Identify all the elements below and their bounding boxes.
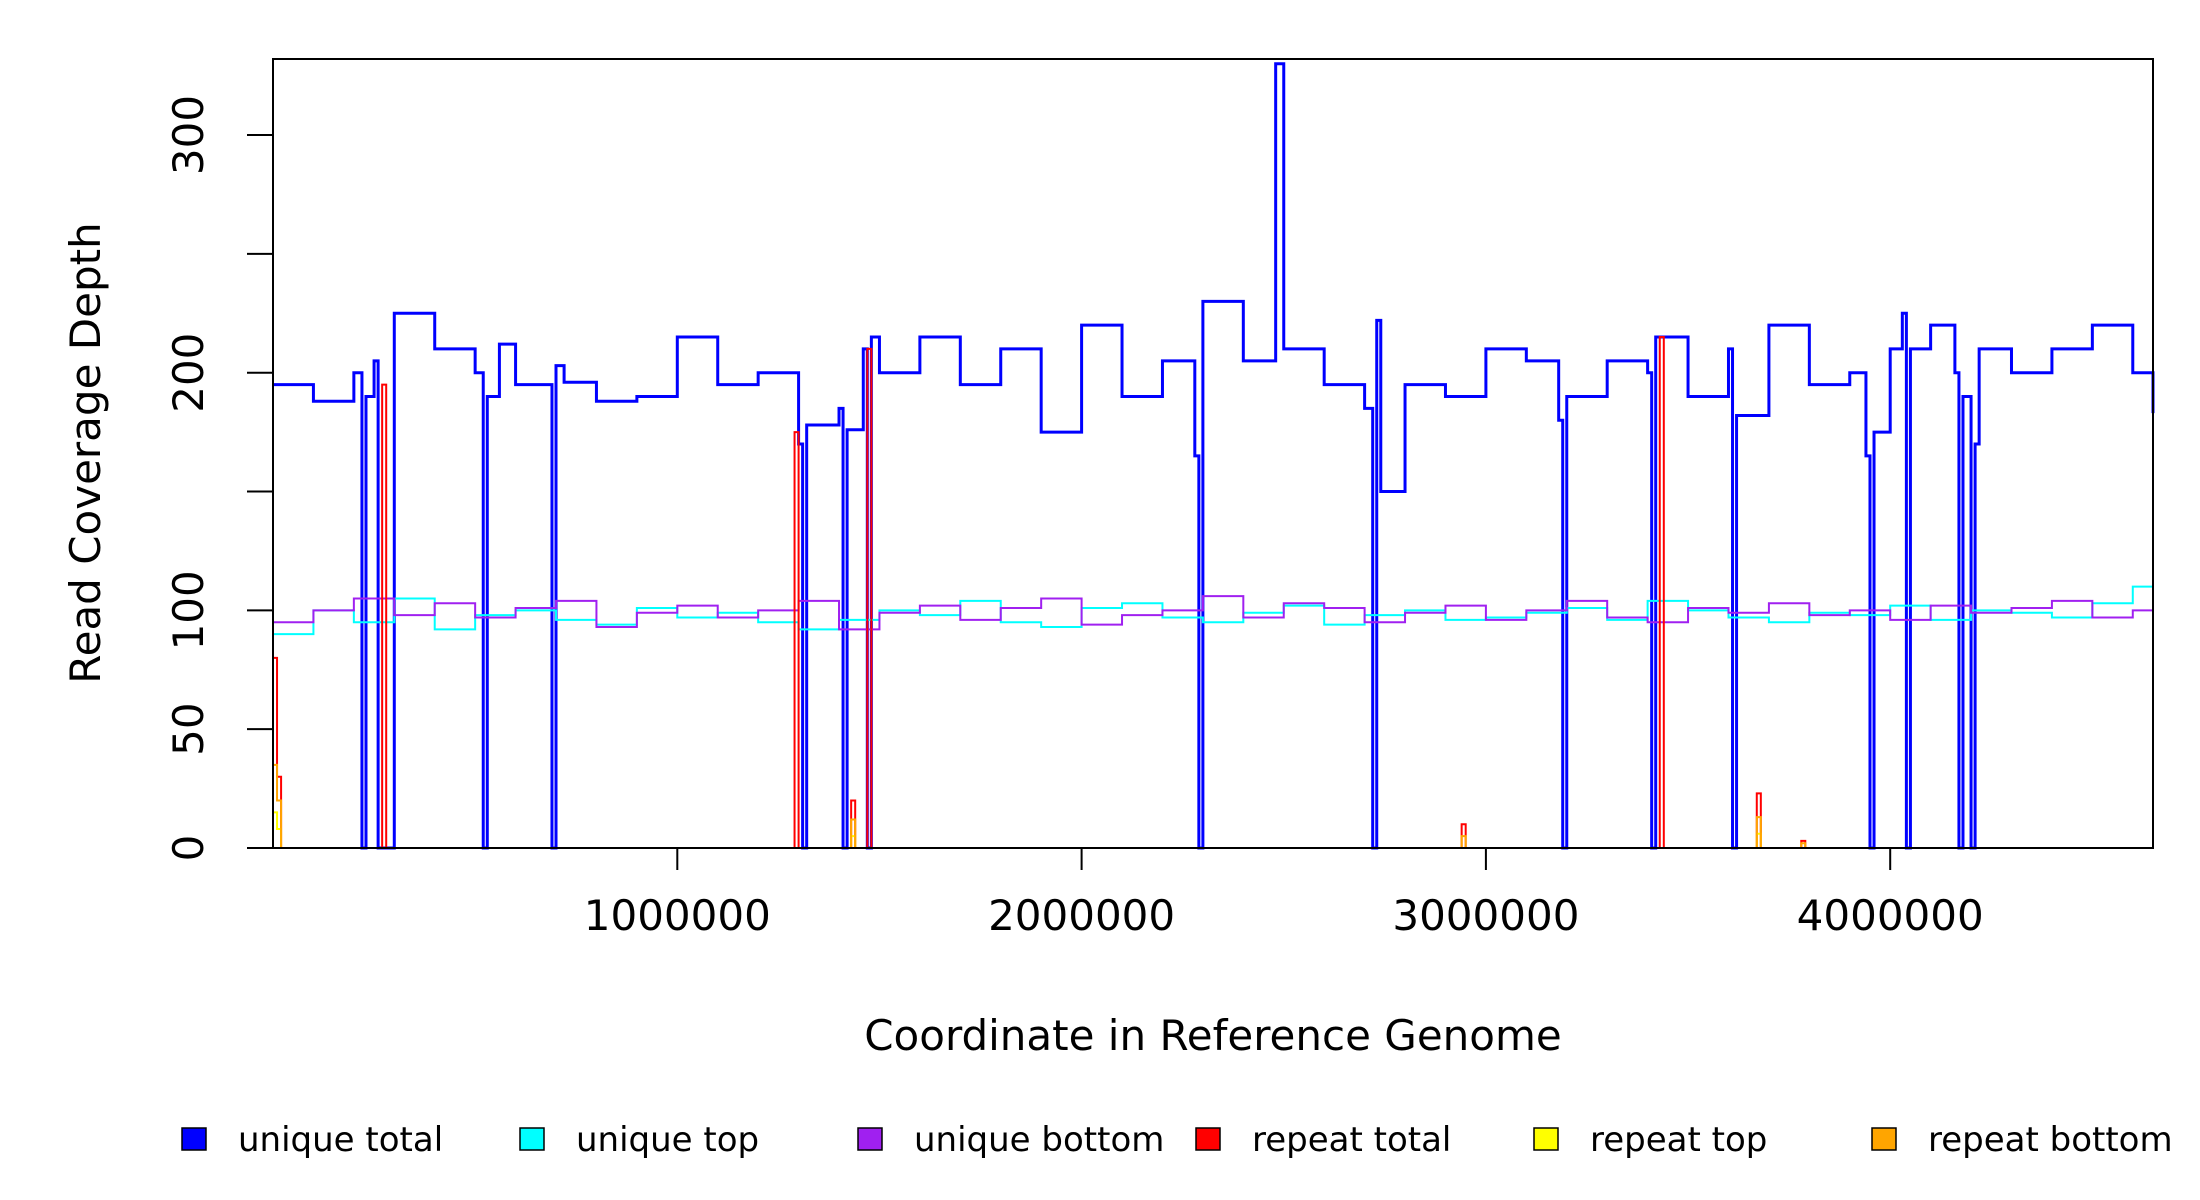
series-line-unique-bottom bbox=[273, 595, 2154, 635]
legend-label: repeat bottom bbox=[1928, 1120, 2173, 1160]
legend-swatch-unique-top bbox=[519, 1127, 545, 1151]
plot-frame bbox=[272, 58, 2154, 849]
x-tick-label: 2000000 bbox=[988, 891, 1175, 940]
x-axis: 1000000 2000000 3000000 4000000 bbox=[584, 848, 1984, 940]
x-tick-label: 1000000 bbox=[584, 891, 771, 940]
x-tick-label: 4000000 bbox=[1797, 891, 1984, 940]
y-axis: 0 50 100 200 300 bbox=[164, 95, 273, 861]
y-axis-title: Read Coverage Depth bbox=[61, 222, 110, 683]
y-tick-label: 50 bbox=[164, 702, 213, 755]
legend-label: unique total bbox=[238, 1120, 443, 1160]
y-tick-label: 100 bbox=[164, 570, 213, 650]
legend-swatch-unique-total bbox=[181, 1127, 207, 1151]
y-tick-label: 0 bbox=[164, 835, 213, 862]
legend-label: unique bottom bbox=[914, 1120, 1164, 1160]
series-line-repeat-total bbox=[273, 336, 2153, 849]
legend-label: unique top bbox=[576, 1120, 759, 1160]
legend-swatch-repeat-top bbox=[1533, 1127, 1559, 1151]
x-tick-label: 3000000 bbox=[1392, 891, 1579, 940]
legend-swatch-unique-bottom bbox=[857, 1127, 883, 1151]
legend-swatch-repeat-bottom bbox=[1871, 1127, 1897, 1151]
y-tick-label: 300 bbox=[164, 95, 213, 175]
series-line-repeat-top bbox=[273, 811, 2153, 849]
series-layer bbox=[273, 62, 2155, 850]
series-line-unique-total bbox=[273, 62, 2155, 850]
y-tick-label: 200 bbox=[164, 333, 213, 413]
legend-swatch-repeat-total bbox=[1195, 1127, 1221, 1151]
legend: unique total unique top unique bottom repea… bbox=[181, 1120, 2173, 1160]
x-axis-title: Coordinate in Reference Genome bbox=[864, 1011, 1562, 1060]
legend-label: repeat top bbox=[1590, 1120, 1767, 1160]
legend-label: repeat total bbox=[1252, 1120, 1451, 1160]
